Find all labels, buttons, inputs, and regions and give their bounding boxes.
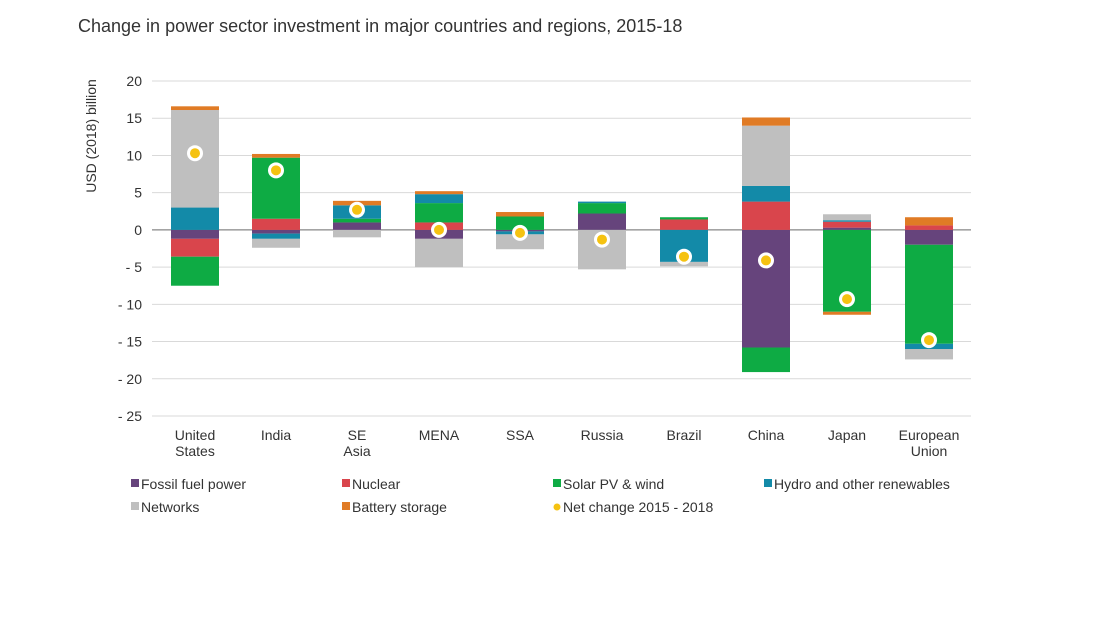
legend-label: Fossil fuel power [141, 476, 246, 492]
x-tick-label: Asia [343, 443, 370, 459]
legend-label: Net change 2015 - 2018 [563, 499, 713, 515]
bar-segment-battery-storage [496, 212, 544, 217]
bar-segment-fossil-fuel-power [171, 229, 219, 239]
bar-segment-hydro-and-other-renewables [823, 220, 871, 222]
bar-segment-fossil-fuel-power [252, 229, 300, 234]
x-tick-label: States [175, 443, 215, 459]
bar-segment-solar-pv-wind [171, 256, 219, 286]
x-tick-label: SSA [506, 427, 535, 443]
legend-swatch [131, 479, 139, 487]
bar-segment-solar-pv-wind [660, 217, 708, 220]
net-change-marker [676, 248, 692, 265]
bar-segment-nuclear [905, 225, 953, 230]
y-tick-label: - 15 [118, 334, 142, 350]
legend-swatch [553, 479, 561, 487]
bar-segment-nuclear [252, 218, 300, 230]
y-tick-label: - 10 [118, 296, 142, 312]
legend-label: Nuclear [352, 476, 401, 492]
net-change-marker [268, 162, 284, 179]
x-tick-label: United [175, 427, 215, 443]
bar-segment-solar-pv-wind [415, 203, 463, 223]
legend-swatch [342, 502, 350, 510]
bar-segment-networks [252, 238, 300, 248]
y-tick-label: - 5 [126, 259, 143, 275]
bar-segment-solar-pv-wind [333, 218, 381, 223]
bar-segment-battery-storage [742, 117, 790, 126]
bar-segment-fossil-fuel-power [905, 229, 953, 245]
net-change-marker [921, 332, 937, 349]
y-tick-label: 15 [126, 110, 142, 126]
legend-label: Battery storage [352, 499, 447, 515]
y-tick-label: 0 [134, 222, 142, 238]
bar-segment-battery-storage [415, 191, 463, 195]
y-tick-label: 20 [126, 73, 142, 89]
bar-segment-networks [333, 229, 381, 238]
x-tick-label: Brazil [666, 427, 701, 443]
bar-segment-solar-pv-wind [578, 203, 626, 214]
x-tick-label: SE [348, 427, 367, 443]
bar-segment-fossil-fuel-power [742, 229, 790, 348]
bar-segment-battery-storage [905, 217, 953, 226]
bar-segment-battery-storage [252, 153, 300, 158]
bar-segment-nuclear [742, 201, 790, 230]
bar-segment-networks [742, 125, 790, 186]
x-tick-label: Russia [581, 427, 624, 443]
net-change-marker [758, 252, 774, 269]
legend-label: Networks [141, 499, 199, 515]
bar-segment-fossil-fuel-power [333, 222, 381, 230]
bar-segment-networks [496, 234, 544, 250]
net-change-marker [431, 221, 447, 238]
bar-segment-solar-pv-wind [496, 216, 544, 230]
chart-title: Change in power sector investment in maj… [78, 16, 683, 36]
bar-segment-fossil-fuel-power [823, 227, 871, 230]
net-change-markers [187, 145, 937, 349]
legend-swatch [553, 503, 561, 511]
x-tick-label: Union [911, 443, 948, 459]
bar-segment-hydro-and-other-renewables [171, 207, 219, 230]
net-change-marker [349, 201, 365, 218]
bar-segment-nuclear [660, 219, 708, 230]
bar-segment-fossil-fuel-power [578, 213, 626, 230]
bar-segment-hydro-and-other-renewables [578, 201, 626, 204]
legend-swatch [764, 479, 772, 487]
legend: Fossil fuel power Nuclear Solar PV & wind H… [131, 476, 950, 515]
bar-segment-networks [905, 349, 953, 360]
bar-segment-hydro-and-other-renewables [742, 185, 790, 202]
x-tick-label: India [261, 427, 292, 443]
bar-segment-hydro-and-other-renewables [415, 194, 463, 204]
y-tick-label: - 20 [118, 371, 142, 387]
net-change-marker [512, 224, 528, 241]
bar-segment-nuclear [823, 221, 871, 228]
legend-swatch [131, 502, 139, 510]
bar-segment-hydro-and-other-renewables [252, 233, 300, 239]
bar-segment-nuclear [171, 238, 219, 257]
legend-label: Hydro and other renewables [774, 476, 950, 492]
bar-segment-battery-storage [171, 106, 219, 111]
bar-segment-networks [415, 238, 463, 268]
legend-label: Solar PV & wind [563, 476, 664, 492]
y-tick-label: 10 [126, 147, 142, 163]
bars [171, 106, 953, 373]
net-change-marker [594, 231, 610, 248]
bar-segment-battery-storage [823, 311, 871, 315]
y-axis-ticks: 20 15 10 5 0 - 5 - 10 - 15 - 20 - 25 [118, 73, 142, 424]
bar-segment-solar-pv-wind [905, 244, 953, 344]
y-tick-label: - 25 [118, 408, 142, 424]
net-change-marker [839, 291, 855, 308]
bar-segment-solar-pv-wind [742, 347, 790, 373]
y-axis-label: USD (2018) billion [83, 79, 99, 193]
legend-swatch [342, 479, 350, 487]
x-tick-label: Japan [828, 427, 866, 443]
x-tick-label: European [899, 427, 960, 443]
net-change-marker [187, 145, 203, 162]
bar-segment-networks [823, 214, 871, 221]
x-tick-label: China [748, 427, 785, 443]
y-tick-label: 5 [134, 185, 142, 201]
x-tick-label: MENA [419, 427, 460, 443]
